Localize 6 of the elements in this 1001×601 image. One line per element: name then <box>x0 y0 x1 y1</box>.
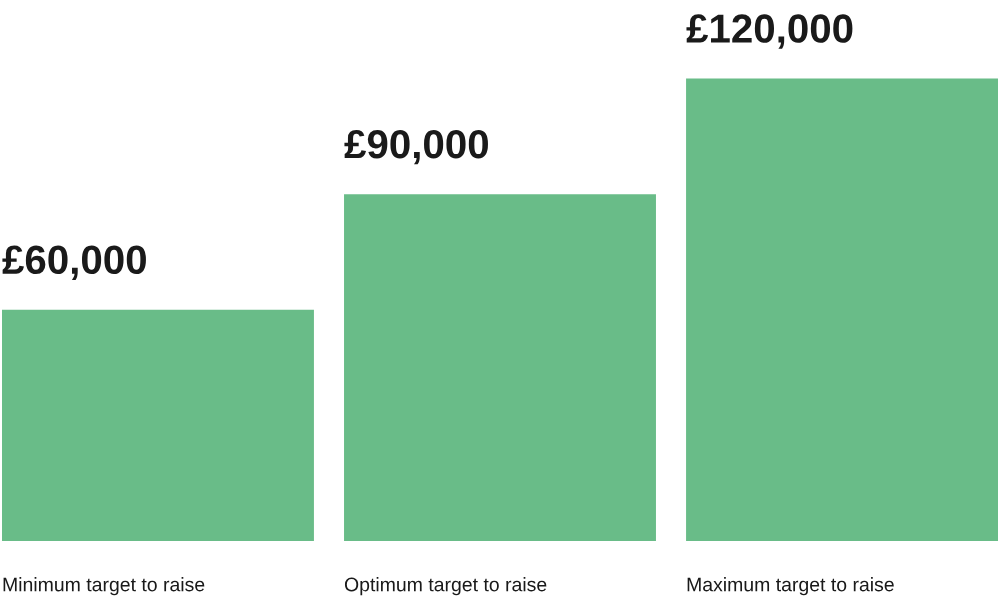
x-tick-label: Maximum target to raise <box>687 577 894 596</box>
x-tick-label: Minimum target to raise <box>3 577 205 596</box>
data-label: £120,000 <box>686 14 853 49</box>
data-label: £90,000 <box>344 129 488 165</box>
data-label: £60,000 <box>2 245 146 280</box>
x-tick-label: Optimum target to raise <box>344 577 547 596</box>
